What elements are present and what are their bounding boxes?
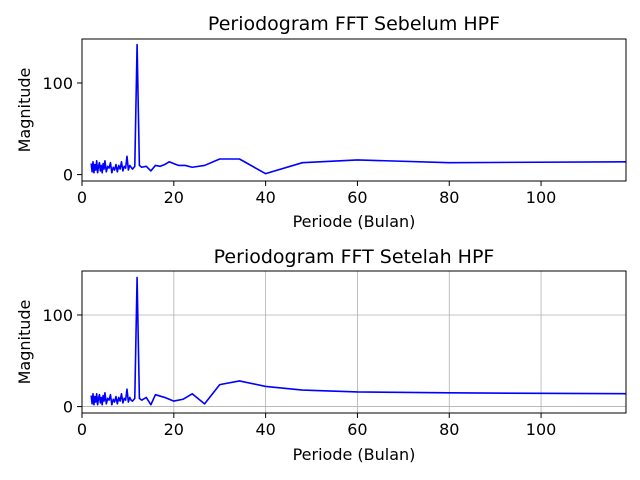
x-axis-label: Periode (Bulan) — [293, 212, 416, 231]
y-tick-label: 100 — [42, 306, 73, 325]
x-tick-label: 80 — [439, 188, 459, 207]
y-axis-label: Magnitude — [15, 68, 34, 153]
x-tick-label: 40 — [255, 188, 275, 207]
y-tick-label: 0 — [63, 398, 73, 417]
x-tick-label: 0 — [77, 420, 87, 439]
x-tick-label: 60 — [347, 188, 367, 207]
series-line-1 — [90, 276, 626, 406]
chart-title: Periodogram FFT Sebelum HPF — [208, 13, 500, 35]
chart-panel-2: 0 20 40 60 80 100 0 100 Periodogram FFT Setelah … — [15, 246, 627, 464]
x-axis-label: Periode (Bulan) — [293, 445, 416, 464]
axes-frame — [81, 270, 627, 414]
y-tick-label: 0 — [63, 166, 73, 185]
chart-title: Periodogram FFT Setelah HPF — [214, 246, 495, 268]
x-tick-label: 0 — [77, 188, 87, 207]
x-tick-label: 20 — [164, 188, 184, 207]
y-axis-label: Magnitude — [15, 300, 34, 385]
x-tick-label: 60 — [347, 420, 367, 439]
axes-frame — [81, 38, 627, 182]
x-tick-label: 40 — [255, 420, 275, 439]
x-tick-label: 100 — [526, 188, 557, 207]
x-tick-label: 80 — [439, 420, 459, 439]
x-tick-label: 100 — [526, 420, 557, 439]
x-tick-label: 20 — [164, 420, 184, 439]
chart-panel-1: 0 20 40 60 80 100 0 100 Periodogram FFT Sebelum … — [15, 13, 627, 231]
y-tick-label: 100 — [42, 74, 73, 93]
series-line-1 — [90, 43, 626, 175]
